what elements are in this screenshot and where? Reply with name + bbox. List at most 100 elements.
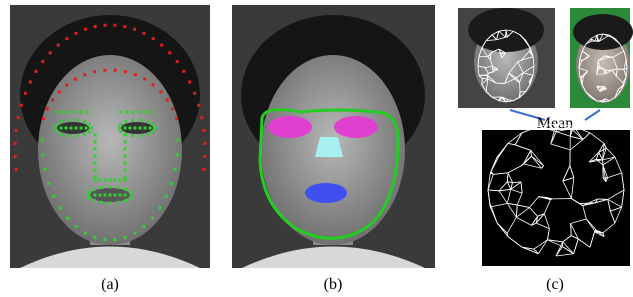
landmark-dot: [152, 130, 155, 133]
landmark-dot: [42, 117, 45, 120]
landmark-dot: [87, 194, 90, 197]
landmark-dot: [124, 188, 127, 191]
landmark-dot: [134, 127, 137, 130]
landmark-dot: [20, 104, 23, 107]
landmark-dot: [88, 123, 91, 126]
landmark-dot: [67, 119, 70, 122]
landmark-dot: [202, 168, 205, 171]
landmark-dot: [104, 194, 107, 197]
landmark-dot: [74, 78, 77, 81]
landmark-dot: [140, 134, 143, 137]
landmark-dot: [132, 111, 135, 114]
landmark-dot: [152, 37, 155, 40]
landmark-dot: [124, 127, 127, 130]
landmark-dot: [166, 98, 169, 101]
landmark-dot: [59, 207, 62, 210]
landmark-dot: [103, 238, 106, 241]
mesh-edge: [488, 73, 489, 75]
mesh-edge: [601, 88, 606, 89]
landmark-dot: [129, 190, 132, 193]
landmark-dot: [114, 194, 117, 197]
landmark-dot: [35, 70, 38, 73]
panel-label: (c): [546, 276, 564, 293]
mouth-region: [305, 183, 347, 203]
landmark-dot: [147, 133, 150, 136]
landmark-dot: [17, 116, 20, 119]
landmark-dot: [114, 69, 117, 72]
landmark-dot: [94, 134, 97, 137]
landmark-dot: [94, 155, 97, 158]
landmark-dot: [143, 225, 146, 228]
landmark-dot: [74, 111, 77, 114]
landmark-dot: [56, 111, 59, 114]
landmark-dot: [47, 182, 50, 185]
panel-a: [10, 5, 210, 268]
landmark-dot: [76, 119, 79, 122]
landmark-dot: [68, 111, 71, 114]
landmark-dot: [160, 44, 163, 47]
landmark-dot: [67, 134, 70, 137]
landmark-dot: [41, 60, 44, 63]
landmark-dot: [93, 70, 96, 73]
landmark-dot: [124, 179, 127, 182]
landmark-dot: [197, 104, 200, 107]
landmark-dot: [158, 207, 161, 210]
panel-label: (b): [324, 276, 343, 293]
landmark-dot: [193, 92, 196, 95]
landmark-dot: [131, 134, 134, 137]
landmark-dot: [203, 142, 206, 145]
landmark-dot: [124, 194, 127, 197]
landmark-dot: [24, 92, 27, 95]
landmark-dot: [139, 127, 142, 130]
landmark-dot: [49, 51, 52, 54]
landmark-dot: [126, 111, 129, 114]
landmark-dot: [117, 201, 120, 204]
landmark-dot: [15, 129, 18, 132]
landmark-dot: [124, 70, 127, 73]
landmark-dot: [124, 162, 127, 165]
landmark-dot: [143, 78, 146, 81]
face: [38, 55, 182, 245]
landmark-dot: [176, 60, 179, 63]
landmark-dot: [124, 236, 127, 239]
landmark-dot: [119, 130, 122, 133]
landmark-dot: [94, 179, 97, 182]
landmark-dot: [94, 148, 97, 151]
landmark-dot: [113, 24, 116, 27]
landmark-dot: [100, 201, 103, 204]
landmark-dot: [57, 44, 60, 47]
landmark-dot: [151, 217, 154, 220]
landmark-dot: [83, 73, 86, 76]
landmark-dot: [93, 188, 96, 191]
landmark-dot: [119, 194, 122, 197]
landmark-dot: [188, 80, 191, 83]
landmark-dot: [147, 120, 150, 123]
landmark-dot: [84, 232, 87, 235]
landmark-dot: [143, 32, 146, 35]
landmark-dot: [70, 127, 73, 130]
landmark-dot: [133, 232, 136, 235]
panel-b: [232, 5, 435, 268]
figure: Mean (a) (b) (c): [0, 0, 633, 297]
landmark-dot: [114, 179, 117, 182]
landmark-dot: [58, 90, 61, 93]
landmark-dot: [60, 120, 63, 123]
landmark-dot: [100, 186, 103, 189]
landmark-dot: [88, 190, 91, 193]
landmark-dot: [119, 179, 122, 182]
landmark-dot: [51, 98, 54, 101]
landmark-dot: [29, 80, 32, 83]
landmark-dot: [173, 168, 176, 171]
eye-region: [268, 116, 312, 138]
landmark-dot: [159, 90, 162, 93]
landmark-dot: [129, 197, 132, 200]
landmark-dot: [14, 142, 17, 145]
landmark-dot: [171, 107, 174, 110]
landmark-dot: [88, 130, 91, 133]
landmark-dot: [94, 141, 97, 144]
landmark-dot: [117, 186, 120, 189]
landmark-dot: [94, 25, 97, 28]
landmark-dot: [80, 127, 83, 130]
landmark-dot: [90, 127, 93, 130]
landmark-dot: [144, 127, 147, 130]
